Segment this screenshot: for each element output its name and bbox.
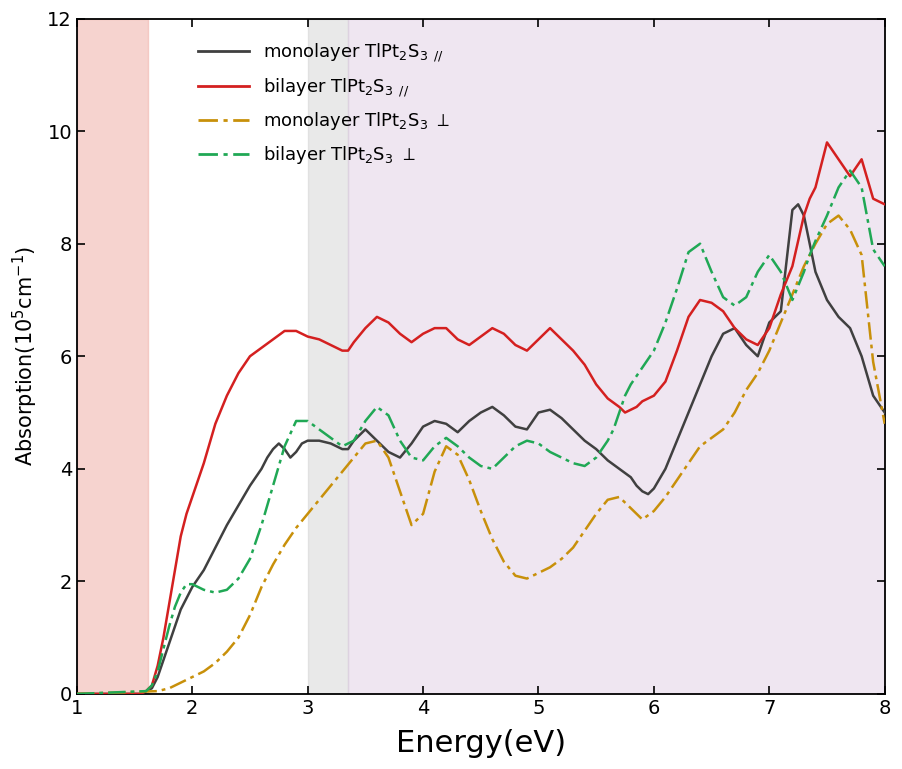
Bar xyxy=(308,18,348,694)
X-axis label: Energy(eV): Energy(eV) xyxy=(396,729,566,758)
Legend: monolayer TlPt$_2$S$_3$ $_{//}$, bilayer TlPt$_2$S$_3$ $_{//}$, monolayer TlPt$_: monolayer TlPt$_2$S$_3$ $_{//}$, bilayer… xyxy=(191,35,457,173)
Bar xyxy=(348,18,885,694)
Bar xyxy=(77,18,149,694)
Y-axis label: Absorption($10^5$cm$^{-1}$): Absorption($10^5$cm$^{-1}$) xyxy=(11,246,41,467)
